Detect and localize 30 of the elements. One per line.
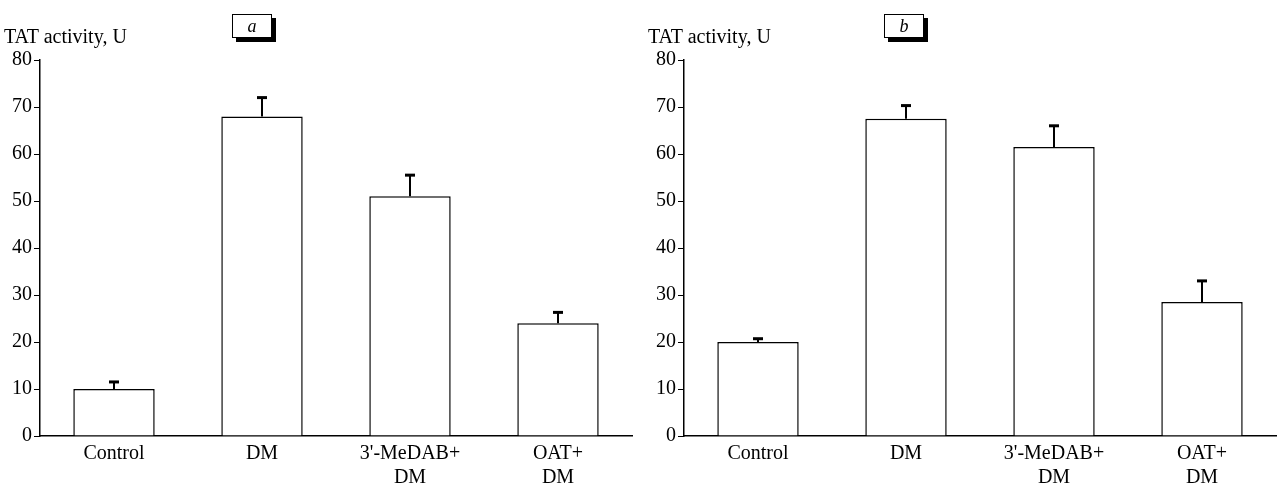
y-tick-label: 50: [656, 188, 676, 211]
y-axis-title: TAT activity, U: [4, 25, 128, 49]
y-tick-label: 0: [22, 423, 32, 446]
x-tick-label: 3'-MeDAB+ DM: [1003, 441, 1105, 488]
y-tick-label: 20: [12, 329, 32, 352]
chart-title: b: [884, 14, 924, 38]
y-tick-label: 10: [12, 376, 32, 399]
y-tick-label: 20: [656, 329, 676, 352]
y-tick-label: 40: [656, 235, 676, 258]
y-tick-label: 50: [12, 188, 32, 211]
x-tick-label: DM: [245, 441, 279, 464]
chart-title: a: [232, 14, 272, 38]
y-tick-label: 0: [666, 423, 676, 446]
x-tick-label: OAT+ DM: [1176, 441, 1228, 488]
y-tick-label: 30: [12, 282, 32, 305]
y-tick-label: 40: [12, 235, 32, 258]
y-tick-label: 70: [12, 94, 32, 117]
x-tick-label: DM: [889, 441, 923, 464]
y-tick-label: 60: [656, 141, 676, 164]
x-tick-label: Control: [727, 441, 789, 464]
y-axis-title: TAT activity, U: [648, 25, 772, 49]
y-tick-label: 80: [12, 47, 32, 70]
y-tick-label: 70: [656, 94, 676, 117]
y-tick-label: 60: [12, 141, 32, 164]
x-tick-label: 3'-MeDAB+ DM: [359, 441, 461, 488]
x-tick-label: OAT+ DM: [532, 441, 584, 488]
y-tick-label: 10: [656, 376, 676, 399]
y-tick-label: 80: [656, 47, 676, 70]
x-tick-label: Control: [83, 441, 145, 464]
y-tick-label: 30: [656, 282, 676, 305]
